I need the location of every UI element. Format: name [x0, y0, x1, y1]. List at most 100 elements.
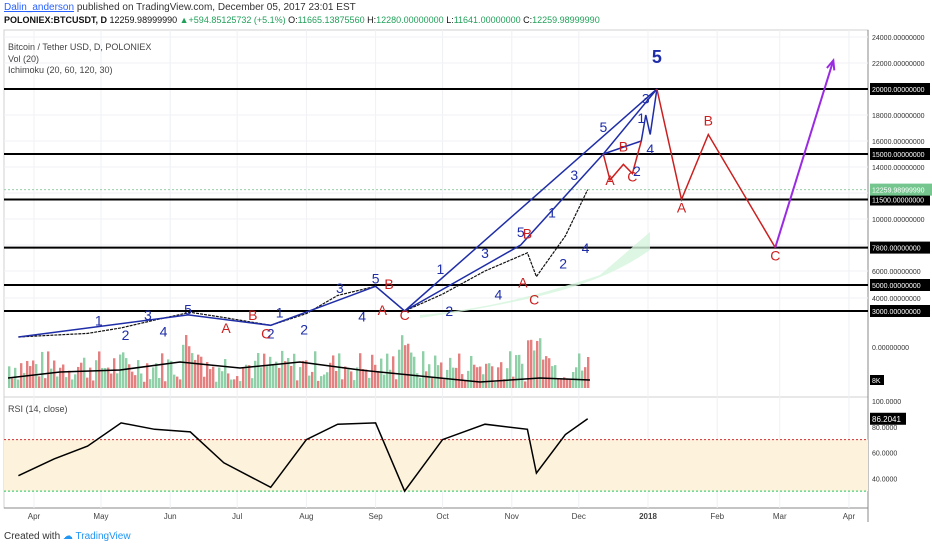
volume-bar: [80, 362, 83, 388]
volume-bar: [167, 359, 170, 388]
volume-bar: [425, 371, 428, 388]
volume-bar: [380, 358, 383, 388]
volume-bar: [566, 378, 569, 388]
volume-bar: [275, 361, 278, 388]
blue-wave-label: 4: [160, 323, 168, 339]
volume-bar: [551, 366, 554, 388]
volume-bar: [419, 377, 422, 388]
volume-bar: [50, 368, 53, 388]
volume-bar: [278, 367, 281, 388]
volume-bar: [389, 369, 392, 388]
rsi-legend: RSI (14, close): [8, 404, 68, 414]
blue-wave-label: 2: [300, 321, 308, 337]
red-wave-label: C: [400, 307, 410, 323]
rsi-tick-label: 40.0000: [872, 476, 897, 483]
volume-bar: [236, 376, 239, 388]
volume-bar: [323, 374, 326, 388]
price-level-tag: [870, 148, 930, 160]
volume-bar: [368, 377, 371, 388]
volume-bar: [245, 364, 248, 388]
price-tick-label: 22000.00000000: [872, 61, 925, 68]
volume-bar: [212, 366, 215, 388]
blue-wave-label: 5: [372, 271, 380, 287]
main-pane[interactable]: [3, 29, 869, 399]
volume-bar: [350, 371, 353, 388]
red-wave-label: C: [261, 325, 271, 341]
symbol-label: POLONIEX:BTCUSDT, D: [4, 15, 108, 25]
volume-bar: [542, 359, 545, 388]
volume-bar: [224, 359, 227, 388]
volume-bar: [575, 367, 578, 388]
volume-bar: [158, 377, 161, 388]
volume-bar: [539, 338, 542, 388]
blue-wave-label: 2: [559, 255, 567, 271]
volume-bar: [299, 367, 302, 388]
blue-wave-label: 3: [570, 167, 578, 183]
blue-wave-label: 3: [642, 90, 650, 106]
volume-bar: [344, 366, 347, 388]
volume-bar: [17, 379, 20, 388]
volume-bar: [428, 364, 431, 388]
volume-tick-label: 2K: [872, 388, 881, 395]
blue-subwave-line: [603, 88, 658, 155]
red-wave-label: C: [627, 168, 637, 184]
volume-bar: [35, 364, 38, 388]
blue-wave-label: 1: [276, 305, 284, 321]
volume-bar: [110, 373, 113, 388]
volume-bar: [314, 351, 317, 388]
time-tick-label: Mar: [773, 512, 787, 521]
volume-bar: [29, 366, 32, 388]
close-label: C:: [523, 15, 533, 25]
rsi-tick-label: 80.0000: [872, 425, 897, 432]
created-with-text: Created with: [4, 531, 61, 542]
volume-bar: [197, 354, 200, 388]
red-abc-corrective: [602, 140, 643, 182]
volume-bar: [23, 372, 26, 388]
volume-bar: [560, 379, 563, 388]
volume-bar: [569, 378, 572, 388]
volume-bar: [44, 378, 47, 388]
volume-bar: [503, 379, 506, 388]
volume-bar: [479, 366, 482, 388]
low-label: L:: [446, 15, 454, 25]
volume-bar: [131, 371, 134, 388]
volume-bar: [227, 373, 230, 388]
volume-bar: [257, 352, 260, 388]
volume-bar: [266, 366, 269, 388]
volume-bar: [284, 361, 287, 388]
volume-bar: [206, 362, 209, 388]
red-wave-label: B: [704, 112, 713, 128]
purple-arrowhead-icon: [826, 57, 836, 71]
tradingview-brand[interactable]: TradingView: [75, 531, 131, 542]
price-series-line[interactable]: [18, 189, 589, 338]
ichimoku-legend: Ichimoku (20, 60, 120, 30): [8, 65, 113, 75]
author-link[interactable]: Dalin_anderson: [4, 2, 75, 13]
open-label: O:: [288, 15, 298, 25]
blue-wave-label: 4: [495, 286, 503, 302]
blue-wave-label: 4: [646, 141, 654, 157]
price-tick-label: 16000.00000000: [872, 139, 925, 146]
volume-bar: [377, 370, 380, 388]
volume-bar: [119, 354, 122, 388]
red-wave-label: A: [518, 275, 528, 291]
blue-wave-label: 3: [336, 280, 344, 296]
blue-wave-label: 3: [481, 245, 489, 261]
volume-bar: [494, 381, 497, 388]
price-level-tag: [870, 305, 930, 317]
volume-bar: [548, 358, 551, 388]
volume-bar: [143, 381, 146, 388]
volume-bar: [509, 351, 512, 388]
price-level-tag: [870, 241, 930, 254]
blue-wave-label: 1: [637, 110, 645, 126]
blue-wave-label: 2: [267, 325, 275, 341]
volume-bar: [281, 350, 284, 388]
volume-bar: [416, 373, 419, 388]
rsi-line[interactable]: [18, 418, 589, 493]
volume-bar: [41, 351, 44, 388]
volume-bar: [125, 358, 128, 388]
tradingview-logo-icon: ☁: [62, 531, 73, 542]
red-abc-projection: [656, 88, 776, 248]
volume-bar: [521, 363, 524, 388]
current-price-tag: [870, 183, 932, 196]
